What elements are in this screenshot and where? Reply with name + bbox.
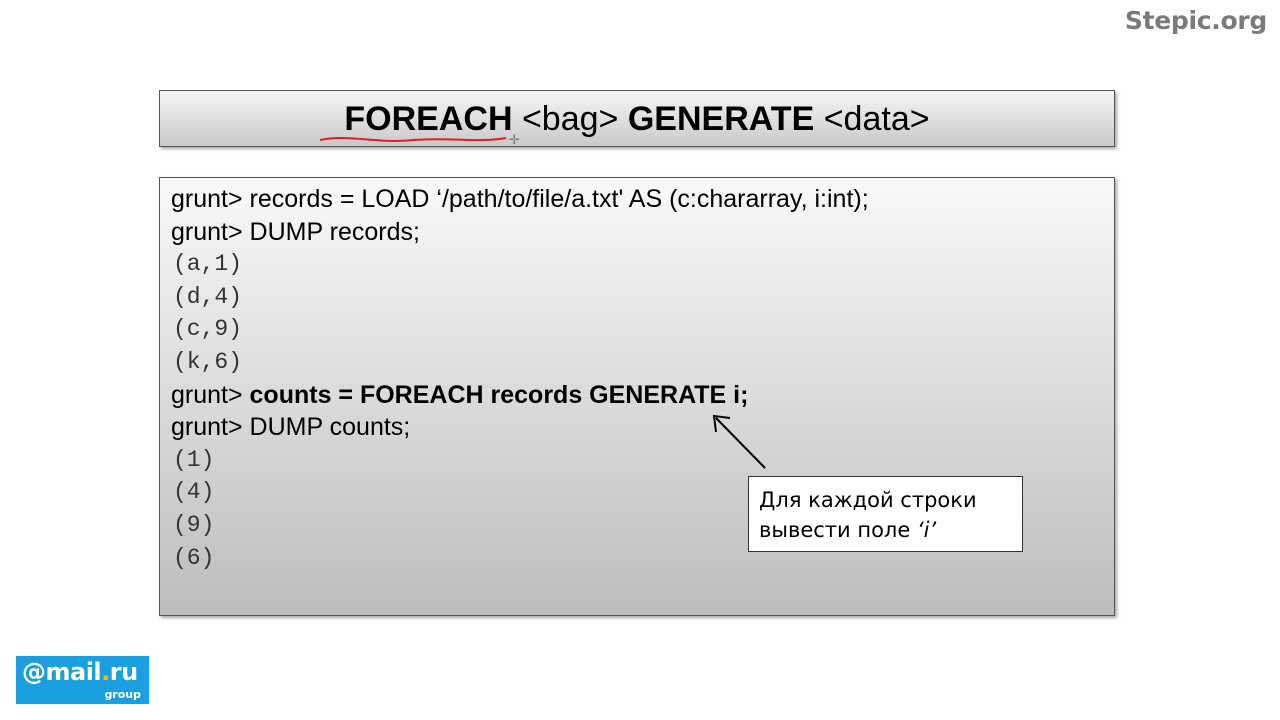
- callout-prefix: вывести поле: [759, 518, 917, 542]
- output-line: (d,4): [173, 283, 243, 310]
- foreach-command: counts = FOREACH records GENERATE i;: [249, 380, 749, 409]
- prompt-text: grunt>: [171, 380, 250, 409]
- mailru-group-logo: @mail.ru group: [16, 656, 149, 704]
- output-line: (1): [173, 446, 215, 473]
- title-generate: GENERATE: [627, 100, 815, 138]
- code-line-foreach: grunt> counts = FOREACH records GENERATE…: [171, 379, 869, 412]
- title-bag: <bag>: [521, 100, 619, 138]
- output-line: (9): [173, 511, 215, 538]
- site-brand: Stepic.org: [1124, 6, 1267, 35]
- logo-group: group: [104, 688, 141, 701]
- red-underline-annotation: [319, 137, 507, 142]
- output-line: (6): [173, 544, 215, 571]
- logo-ru: ru: [109, 658, 138, 686]
- callout-line-1: Для каждой строки: [759, 488, 977, 512]
- title-foreach: FOREACH: [344, 100, 513, 138]
- output-line: (k,6): [173, 348, 243, 375]
- output-line: (a,1): [173, 251, 243, 278]
- title-data: <data>: [823, 100, 930, 138]
- code-line-load: grunt> records = LOAD ‘/path/to/file/a.t…: [171, 185, 869, 213]
- code-line-dump-counts: grunt> DUMP counts;: [171, 413, 411, 442]
- logo-mark: @mail.ru: [22, 658, 138, 686]
- arrow-annotation-icon: [712, 414, 766, 469]
- output-line: (4): [173, 479, 215, 506]
- code-line-dump-records: grunt> DUMP records;: [171, 217, 420, 246]
- logo-mail: @mail: [22, 658, 102, 686]
- output-line: (c,9): [173, 316, 243, 343]
- callout-var: ‘i’: [916, 518, 937, 542]
- slide-title: FOREACH <bag> GENERATE <data>: [159, 90, 1115, 147]
- mouse-cursor-icon: ✛: [509, 133, 520, 148]
- callout-line-2: вывести поле ‘i’: [759, 515, 1022, 545]
- logo-dot: .: [101, 658, 110, 686]
- callout-note: Для каждой строки вывести поле ‘i’: [748, 476, 1023, 552]
